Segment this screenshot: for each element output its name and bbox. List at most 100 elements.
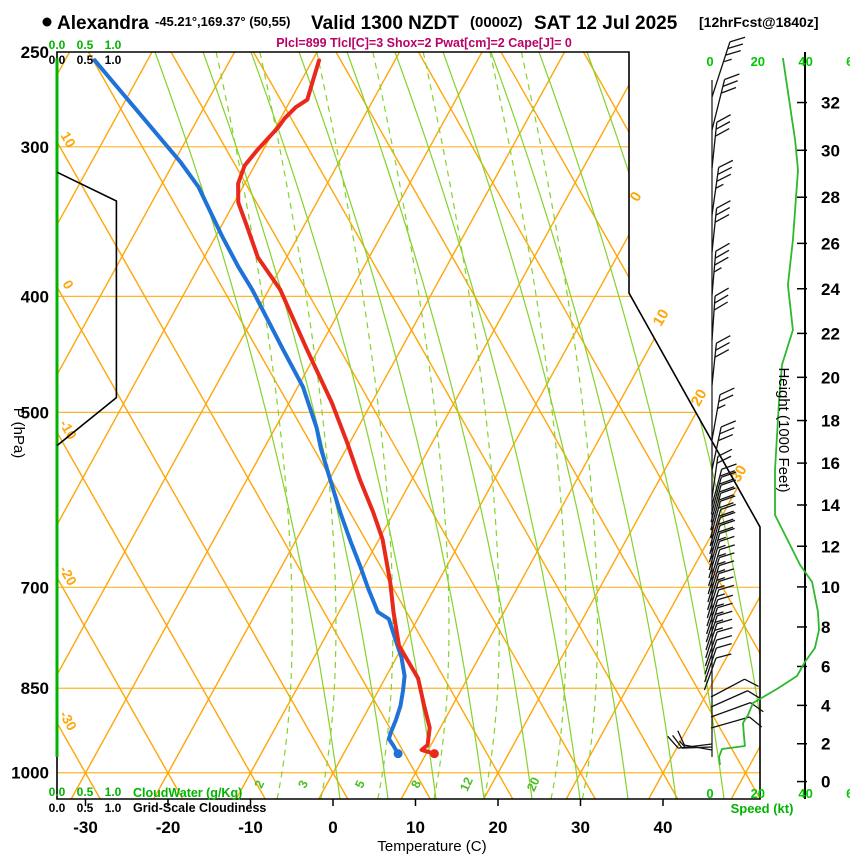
wind-barb-feather (715, 342, 730, 351)
wind-barb-shaft (711, 426, 722, 471)
wind-barb-feather (750, 702, 764, 713)
dry-adiabat-label--20: -20 (56, 563, 80, 589)
wind-barb-feather (716, 200, 731, 209)
wind-barb-10 (711, 448, 733, 499)
dry-adiabat-20 (87, 52, 514, 799)
wind-barb-feather (714, 294, 729, 304)
cw-scale-bottom-0.0: 0.0 (49, 785, 66, 799)
wind-barb-4 (711, 200, 731, 253)
dry-adiabat-80 (582, 52, 760, 799)
dry-adiabat-label--30: -30 (56, 708, 80, 734)
wind-barb-22 (707, 552, 735, 595)
temperature-curve (236, 58, 437, 756)
mixing-ratio-line-5 (316, 52, 394, 799)
height-tick-label-16: 16 (821, 454, 840, 473)
wind-barb-shaft (711, 167, 720, 216)
wind-barb-feather (718, 518, 734, 525)
wind-barb-half-feather (717, 544, 726, 549)
wind-barb-feather (715, 128, 730, 137)
wind-barb-shaft (705, 623, 718, 659)
dewpoint-surface-dot (393, 749, 403, 759)
wind-barb-feather (747, 690, 762, 700)
height-tick-label-24: 24 (821, 280, 840, 299)
valid-zulu: (0000Z) (470, 14, 523, 31)
skewt-grid (57, 52, 760, 799)
temp-tick-label-30: 30 (571, 818, 590, 837)
height-tick-label-12: 12 (821, 537, 840, 556)
isotherm-label-10: 10 (650, 306, 673, 329)
wind-barb-34 (703, 653, 732, 691)
wind-barb-41 (677, 730, 713, 751)
moist-adiabat-7 (490, 52, 677, 799)
wind-barb-shaft (711, 41, 731, 98)
wind-barb-feather (717, 448, 733, 457)
wind-barb-feather (718, 576, 734, 583)
moist-adiabat-8 (538, 52, 725, 799)
cw-scale-top-1.0: 1.0 (105, 38, 122, 52)
speed-tick-label-top-20: 20 (751, 54, 765, 69)
wind-barb-half-feather (714, 619, 724, 624)
wind-barb-32 (704, 635, 733, 675)
temp-tick-label-0: 0 (328, 818, 337, 837)
mixing-ratio-label-8: 8 (408, 778, 424, 790)
wind-barb-feather (718, 560, 735, 567)
wind-barb-half-feather (723, 58, 732, 63)
temp-tick-label-10: 10 (406, 818, 425, 837)
dry-adiabat--20 (57, 52, 184, 799)
speed-tick-label-bottom-60: 60 (846, 786, 850, 801)
wind-barb-feather (720, 86, 737, 94)
wind-barb-feather (716, 610, 733, 617)
wind-barb-feather (718, 159, 734, 169)
height-tick-label-20: 20 (821, 368, 840, 387)
wind-barb-half-feather (713, 267, 722, 273)
wind-barb-feather (719, 527, 735, 535)
wind-barb-36 (710, 690, 762, 708)
wind-barb-shaft (704, 639, 718, 675)
height-tick-label-8: 8 (821, 618, 830, 637)
speed-axis-title: Speed (kt) (731, 801, 794, 816)
temp-tick-label--10: -10 (238, 818, 263, 837)
wind-barb-half-feather (716, 585, 725, 589)
wind-barb-feather (717, 594, 734, 601)
height-tick-label-28: 28 (821, 188, 840, 207)
height-axis-title: Height (1000 Feet) (775, 367, 792, 492)
height-tick-label-32: 32 (821, 94, 840, 113)
wind-barb-shaft (684, 744, 713, 751)
wind-barb-feather (719, 552, 735, 559)
wind-barb-feather (715, 121, 731, 130)
mixing-ratio-label-3: 3 (295, 778, 311, 790)
wind-barb-half-feather (714, 627, 724, 632)
wind-barb-shaft (711, 208, 718, 253)
wind-barb-feather (721, 471, 737, 478)
wind-barb-15 (709, 495, 736, 539)
wind-barb-feather (718, 502, 734, 509)
isotherm--60 (57, 52, 236, 799)
moist-adiabat-4 (346, 52, 533, 799)
wind-barb-28 (705, 602, 733, 643)
wind-barb-feather (716, 114, 731, 123)
height-tick-label-18: 18 (821, 412, 840, 431)
height-tick-label-0: 0 (821, 773, 830, 792)
wind-barb-feather (667, 735, 679, 749)
wind-barb-shaft (711, 251, 717, 296)
cw-scale-bottom-0.5: 0.5 (77, 785, 94, 799)
moist-adiabat-2 (250, 52, 437, 799)
pressure-tick-label-700: 700 (21, 578, 49, 597)
wind-barb-feather (717, 526, 734, 533)
wind-barb-shaft (704, 631, 718, 667)
wind-barb-shaft (711, 394, 721, 441)
cloudiness-scale-top-1.0: 1.0 (105, 53, 122, 67)
wind-barb-feather (717, 433, 734, 442)
wind-barb-half-feather (715, 611, 724, 616)
wind-barb-shaft (704, 647, 718, 683)
isotherm--70 (57, 52, 153, 799)
wind-barb-shaft (705, 615, 718, 651)
wind-barb-feather (718, 494, 734, 501)
height-tick-label-2: 2 (821, 735, 830, 754)
dry-adiabat--10 (57, 52, 266, 799)
pressure-tick-label-500: 500 (21, 403, 49, 422)
speed-panel: 00202040406060 (706, 54, 850, 801)
wind-barb-feather (677, 730, 686, 746)
wind-barb-feather (721, 463, 737, 470)
